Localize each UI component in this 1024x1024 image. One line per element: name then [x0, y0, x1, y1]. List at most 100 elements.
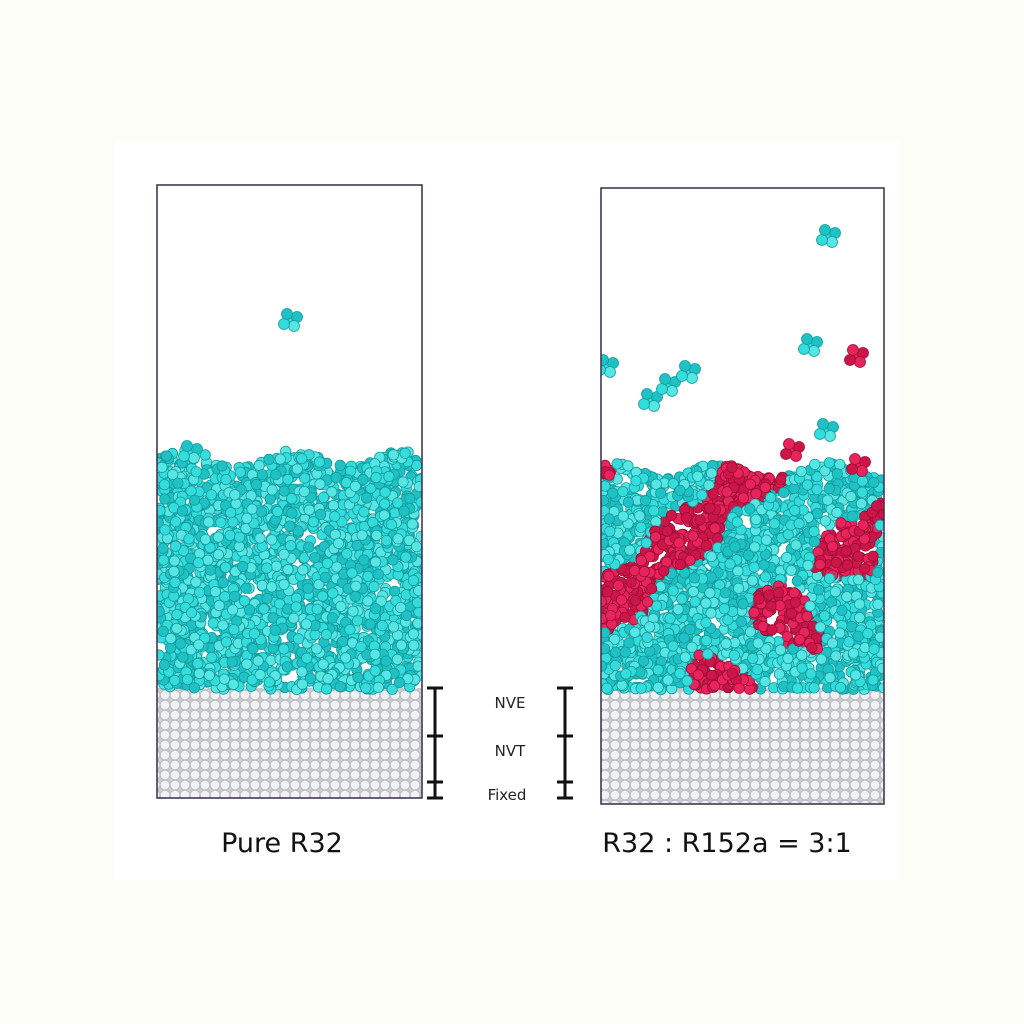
atom [278, 485, 290, 497]
atom [611, 458, 623, 470]
atom [872, 598, 884, 610]
atom [265, 581, 278, 593]
atom [681, 675, 693, 687]
atom [181, 440, 193, 452]
atom [269, 468, 282, 481]
atom [617, 510, 629, 522]
atom [303, 541, 315, 553]
atom [856, 486, 868, 498]
atom [687, 530, 699, 542]
atom [834, 458, 846, 471]
atom [391, 653, 403, 666]
atom [759, 481, 771, 493]
atom [847, 344, 859, 356]
atom [845, 620, 858, 633]
atom [840, 545, 852, 557]
atom [748, 606, 760, 619]
atom [824, 430, 836, 442]
atom [335, 600, 347, 612]
atom [641, 596, 654, 608]
atom [317, 491, 330, 503]
atom [194, 586, 206, 598]
atom [226, 656, 238, 668]
atom [781, 630, 794, 643]
atom [814, 428, 826, 440]
atom [603, 469, 615, 481]
atom [664, 612, 676, 625]
atom [696, 489, 708, 501]
atom [868, 643, 880, 655]
atom [752, 637, 764, 649]
atom [704, 587, 716, 599]
atom [406, 518, 418, 530]
atom [603, 513, 615, 525]
atom [830, 556, 842, 569]
atom [601, 480, 611, 492]
atom [707, 488, 719, 500]
atom [841, 559, 854, 571]
atom [392, 497, 404, 509]
atom [638, 398, 650, 410]
atom [826, 637, 839, 649]
atom [158, 479, 171, 491]
atom [824, 672, 836, 684]
atom [609, 659, 621, 672]
atom [652, 681, 664, 694]
atom [407, 574, 420, 587]
atom [811, 471, 823, 483]
atom [387, 554, 399, 566]
atom [220, 636, 232, 648]
atom [782, 528, 794, 541]
atom [650, 478, 662, 490]
atom [808, 536, 821, 548]
atom [271, 505, 284, 518]
atom [815, 653, 827, 665]
atom [724, 558, 736, 570]
atom [213, 599, 225, 612]
atom [772, 586, 785, 599]
atom [744, 626, 757, 638]
atom [415, 530, 422, 542]
atom [658, 565, 670, 577]
atom [375, 595, 387, 607]
atom [801, 333, 813, 345]
atom [387, 449, 399, 461]
atom [350, 580, 362, 592]
atom [168, 555, 181, 567]
atom [209, 586, 221, 598]
atom [193, 667, 205, 680]
atom [662, 674, 674, 686]
atom [200, 533, 212, 546]
atom [688, 572, 700, 584]
atom [805, 668, 817, 680]
atom [284, 540, 297, 552]
atom [791, 575, 803, 587]
atom [183, 533, 195, 545]
atom [665, 509, 678, 522]
atom [846, 463, 858, 475]
atom [261, 562, 273, 574]
atom [322, 673, 334, 685]
atom [823, 483, 835, 495]
atom [791, 682, 804, 694]
atom [385, 518, 397, 531]
atom [765, 491, 777, 504]
atom [263, 453, 275, 465]
atom [604, 366, 616, 378]
atom [853, 612, 866, 624]
atom [654, 580, 667, 593]
atom [836, 604, 848, 617]
atom [676, 593, 688, 605]
atom [188, 682, 200, 694]
atom [773, 668, 786, 680]
atom [362, 595, 374, 607]
atom [661, 525, 673, 537]
atom [168, 565, 180, 578]
atom [802, 559, 814, 572]
atom [831, 506, 843, 519]
atom [398, 505, 410, 517]
atom [645, 582, 658, 595]
atom [228, 623, 240, 636]
atom [637, 655, 650, 667]
